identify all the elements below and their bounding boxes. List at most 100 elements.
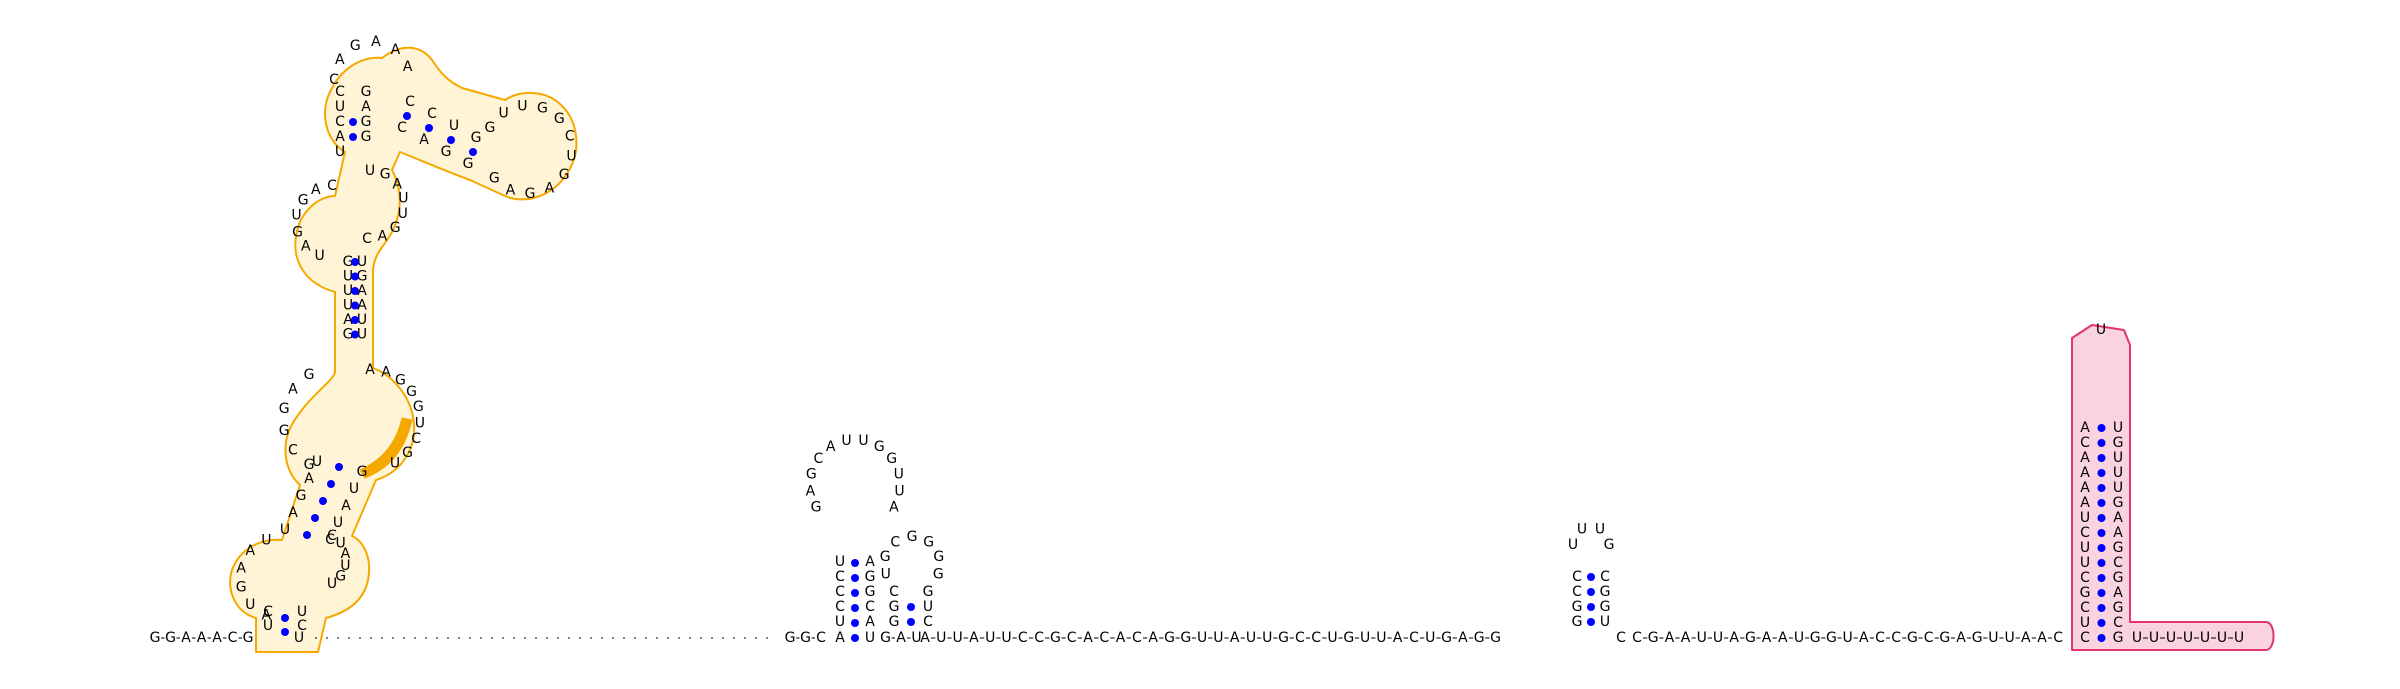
- hairpin1-loop-nucleotide: C: [813, 451, 823, 467]
- junction-nucleotide: G: [395, 372, 406, 388]
- long-stem-left-nucleotide: G: [343, 254, 354, 270]
- terminator-stem-right-nucleotide: G: [2113, 600, 2124, 616]
- lower-loop-nucleotide: U: [245, 597, 255, 613]
- backbone-nucleotide: G: [800, 630, 811, 646]
- top-stem-left-nucleotide: C: [335, 114, 345, 130]
- junction-nucleotide: G: [402, 445, 413, 461]
- branch-loop-nucleotide: C: [565, 128, 575, 144]
- terminator-stem-right-nucleotide: A: [2113, 525, 2123, 541]
- terminator-stem-left-nucleotide: C: [2080, 600, 2090, 616]
- hairpin3-stem-right-nucleotide: G: [1600, 584, 1611, 600]
- hairpin1-loop-nucleotide: G: [874, 439, 885, 455]
- terminator-stem-left-nucleotide: U: [2080, 540, 2090, 556]
- hairpin2-loop-nucleotide: G: [923, 535, 934, 551]
- terminator-apex-nucleotide: U: [2096, 322, 2106, 338]
- branch-loop-nucleotide: U: [499, 105, 509, 121]
- junction-nucleotide: G: [413, 399, 424, 415]
- base-pair-dot: [1587, 573, 1595, 581]
- hairpin1-stem-left-nucleotide: C: [835, 599, 845, 615]
- lower-stem-right-nucleotide: A: [341, 498, 351, 514]
- base-pair-dot: [351, 287, 359, 295]
- junction-nucleotide: G: [406, 384, 417, 400]
- backbone-nucleotide: C: [1311, 630, 1321, 646]
- backbone-nucleotide: U: [1246, 630, 1256, 646]
- backbone-nucleotide: C: [816, 630, 826, 646]
- backbone-nucleotide: A: [197, 630, 207, 646]
- terminator-stem-left-nucleotide: C: [2080, 570, 2090, 586]
- base-pair-dot: [311, 514, 319, 522]
- backbone-nucleotide: U: [1988, 630, 1998, 646]
- backbone-nucleotide: U: [1327, 630, 1337, 646]
- terminator-stem-left-nucleotide: U: [2080, 615, 2090, 631]
- internal-loop-nucleotide: A: [311, 182, 321, 198]
- backbone-nucleotide: G: [1490, 630, 1501, 646]
- hairpin3-loop-nucleotide: U: [1595, 521, 1605, 537]
- backbone-nucleotide: U: [911, 630, 921, 646]
- hairpin1-stem-right-nucleotide: A: [865, 614, 875, 630]
- internal-loop-nucleotide: U: [291, 208, 301, 224]
- junction-nucleotide: G: [279, 423, 290, 439]
- backbone-nucleotide: U: [1213, 630, 1223, 646]
- big-structure-stem-nucleotide: U: [263, 618, 273, 634]
- terminator-stem-left-nucleotide: C: [2080, 525, 2090, 541]
- lower-loop-nucleotide: A: [245, 543, 255, 559]
- big-structure-stem-nucleotide: C: [263, 604, 273, 620]
- terminator-stem-left-nucleotide: A: [2080, 480, 2090, 496]
- top-stem-left-nucleotide: A: [335, 129, 345, 145]
- terminator-stem-right-nucleotide: G: [2113, 630, 2124, 646]
- backbone-nucleotide: C: [1067, 630, 1077, 646]
- backbone-nucleotide: G: [1164, 630, 1175, 646]
- terminator-stem-left-nucleotide: G: [2080, 585, 2091, 601]
- base-pair-dot: [907, 618, 915, 626]
- junction-nucleotide: G: [304, 457, 315, 473]
- hairpin1-loop-nucleotide: G: [806, 466, 817, 482]
- backbone-nucleotide: U: [936, 630, 946, 646]
- terminator-stem-right-nucleotide: U: [2113, 465, 2123, 481]
- top-stem-left-nucleotide: C: [335, 84, 345, 100]
- backbone-3prime-tail-nucleotide: U: [2183, 630, 2193, 646]
- base-pair-dot: [907, 603, 915, 611]
- base-pair-dot: [2097, 559, 2106, 567]
- backbone-nucleotide: U: [1697, 630, 1707, 646]
- base-pair-dot: [351, 272, 359, 281]
- internal-loop-nucleotide: G: [292, 224, 303, 240]
- hairpin2-loop-nucleotide: C: [890, 535, 900, 551]
- top-stem-left-nucleotide: U: [335, 144, 345, 160]
- hairpin2-loop-nucleotide: G: [933, 549, 944, 565]
- backbone-nucleotide: A: [1778, 630, 1788, 646]
- junction-nucleotide: U: [415, 415, 425, 431]
- backbone-nucleotide: G: [1826, 630, 1837, 646]
- top-stem-right-nucleotide: G: [361, 84, 372, 100]
- junction-nucleotide: A: [365, 362, 375, 378]
- backbone-nucleotide: A: [1393, 630, 1403, 646]
- terminator-highlight: [2071, 324, 2275, 651]
- junction-nucleotide: C: [288, 443, 298, 459]
- hairpin1-stem-right-nucleotide: G: [865, 569, 876, 585]
- branch-loop-nucleotide: U: [566, 148, 576, 164]
- hairpin2-stem-left-nucleotide: C: [889, 584, 899, 600]
- backbone-nucleotide: G: [1745, 630, 1756, 646]
- top-loop-nucleotide: G: [350, 38, 361, 54]
- base-pair-dot: [327, 480, 335, 488]
- branch-loop-nucleotide: G: [559, 167, 570, 183]
- backbone-nucleotide: G: [1343, 630, 1354, 646]
- hairpin1-loop-nucleotide: U: [858, 433, 868, 449]
- big-structure-stem-nucleotide: C: [297, 618, 307, 634]
- long-stem-left-nucleotide: U: [343, 269, 353, 285]
- hairpin3-stem-left-nucleotide: C: [1572, 569, 1582, 585]
- branch-stem-nucleotide: U: [449, 118, 459, 134]
- hairpin1-stem-right-nucleotide: A: [865, 554, 875, 570]
- long-stem-right-nucleotide: A: [357, 283, 367, 299]
- terminator-stem-left-nucleotide: U: [2080, 555, 2090, 571]
- backbone-nucleotide: G: [165, 630, 176, 646]
- hairpin1-stem-right-nucleotide: G: [865, 584, 876, 600]
- hairpin1-stem-left-nucleotide: A: [835, 630, 845, 646]
- base-pair-dot: [851, 619, 859, 627]
- base-pair-dot: [2097, 499, 2106, 507]
- branch-loop-nucleotide: G: [554, 111, 565, 127]
- backbone-nucleotide: U: [1713, 630, 1723, 646]
- backbone-nucleotide: A: [212, 630, 222, 646]
- base-pair-dot: [335, 463, 343, 471]
- backbone-nucleotide: U: [985, 630, 995, 646]
- base-pair-dot: [1587, 603, 1595, 611]
